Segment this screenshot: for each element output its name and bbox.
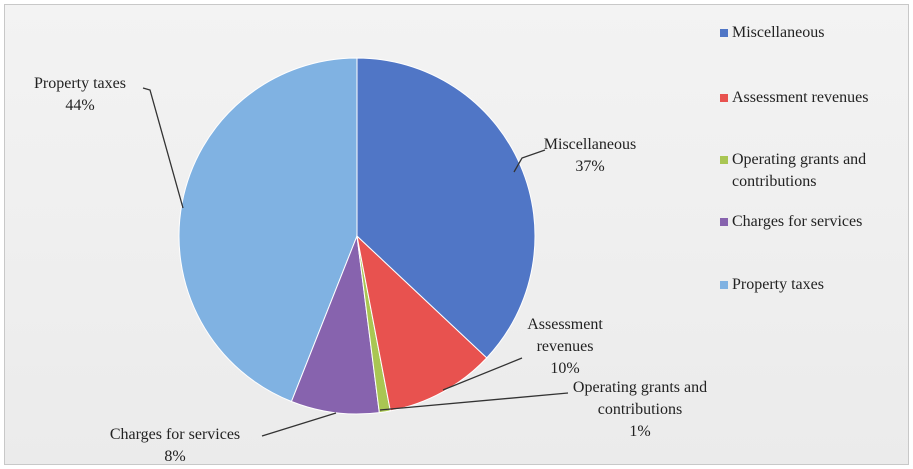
data-label-value: 8%: [164, 448, 186, 465]
data-label: Property taxes 44%: [10, 73, 150, 117]
legend-label: Operating grants and contributions: [732, 151, 867, 190]
pie-slice: [356, 234, 488, 412]
leader-lines: [142, 87, 569, 437]
legend-swatch: [720, 218, 728, 226]
data-label-name: Operating grants and contributions: [572, 379, 708, 418]
data-label-name: Charges for services: [109, 426, 241, 443]
data-label: Miscellaneous 37%: [525, 134, 655, 178]
data-label: Assessment revenues 10%: [510, 314, 620, 380]
pie-slice: [178, 57, 358, 403]
legend-label: Miscellaneous: [732, 24, 825, 41]
leader-line: [442, 357, 523, 391]
legend-swatch: [720, 156, 728, 164]
data-label-name: Miscellaneous: [543, 136, 637, 153]
legend-label: Charges for services: [732, 213, 863, 230]
data-label: Operating grants and contributions 1%: [565, 377, 715, 443]
legend-label: Assessment revenues: [732, 89, 869, 106]
leader-line: [261, 412, 337, 437]
leader-line: [379, 392, 569, 411]
legend-swatch: [720, 281, 728, 289]
leader-line: [142, 87, 184, 209]
data-label: Charges for services 8%: [75, 424, 275, 468]
data-label-value: 37%: [575, 158, 605, 175]
data-label-value: 44%: [65, 97, 95, 114]
pie-slice: [290, 235, 380, 415]
data-label-value: 10%: [550, 360, 580, 377]
pie-slice: [356, 57, 536, 359]
legend-swatch: [720, 29, 728, 37]
leader-line: [513, 149, 546, 173]
data-label-value: 1%: [629, 423, 651, 440]
data-label-name: Assessment revenues: [527, 316, 603, 355]
legend-label: Property taxes: [732, 276, 824, 293]
data-label-name: Property taxes: [34, 75, 126, 92]
legend-swatch: [720, 94, 728, 102]
